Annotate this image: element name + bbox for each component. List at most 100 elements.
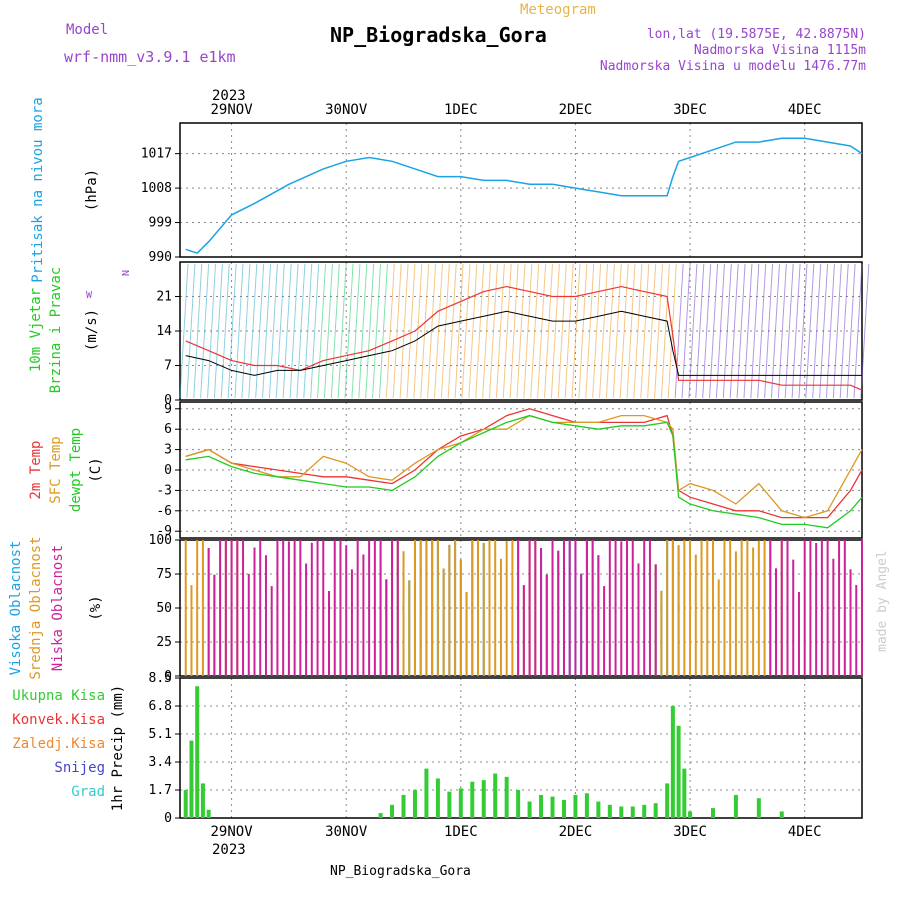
precip-bar-21 bbox=[561, 799, 566, 818]
cloud-ylabel-unit: (%) bbox=[88, 595, 104, 620]
precip-bar-27 bbox=[630, 806, 635, 818]
wind-barb bbox=[385, 263, 395, 399]
panels-group: 99099910081017071421-9-6-303690255075100… bbox=[8, 97, 870, 840]
wind-barb bbox=[633, 263, 643, 399]
wind-barb bbox=[447, 263, 457, 399]
wind-barb bbox=[433, 263, 443, 399]
precipitation-ytick-label-3: 5.1 bbox=[149, 727, 172, 742]
x-label-top-5: 4DEC bbox=[788, 102, 822, 118]
compass-w: W bbox=[86, 290, 93, 301]
pressure-ytick-label-1: 999 bbox=[149, 216, 172, 231]
precip-bar-35 bbox=[710, 808, 715, 818]
precip-bar-1 bbox=[189, 740, 194, 818]
wind-ytick-label-0: 0 bbox=[164, 393, 172, 408]
wind-barb bbox=[282, 263, 292, 399]
pressure-line bbox=[185, 137, 863, 255]
precipitation-ytick-label-5: 8.5 bbox=[149, 671, 172, 686]
wind-barb bbox=[660, 263, 670, 399]
wind-barb bbox=[323, 263, 333, 399]
wind-barb bbox=[179, 263, 189, 399]
wind-barb bbox=[509, 263, 519, 399]
pressure-ytick-label-2: 1008 bbox=[141, 181, 172, 196]
wind-barb bbox=[722, 263, 732, 399]
precip-bar-12 bbox=[458, 788, 463, 818]
wind-barb bbox=[372, 263, 382, 399]
wind-barb bbox=[619, 263, 629, 399]
precip-ylabel: 1hr Precip (mm) bbox=[110, 685, 126, 811]
wind-panel-frame bbox=[179, 261, 863, 401]
x-label-top-1: 30NOV bbox=[325, 102, 368, 118]
wind-barb bbox=[296, 263, 306, 399]
wind-barb bbox=[220, 263, 230, 399]
cloud-ytick-label-0: 0 bbox=[164, 669, 172, 684]
wind-barb bbox=[310, 263, 320, 399]
footer-title: NP_Biogradska_Gora bbox=[330, 864, 471, 879]
precip-bar-6 bbox=[390, 804, 395, 818]
wind-barb bbox=[592, 263, 602, 399]
wind-barb bbox=[488, 263, 498, 399]
wind-barb bbox=[757, 263, 767, 399]
precip-bar-33 bbox=[682, 768, 687, 818]
precip-bar-15 bbox=[493, 773, 498, 818]
wind-barb bbox=[330, 263, 340, 399]
precip-legend-4: Grad bbox=[71, 784, 105, 800]
temperature-ytick-label-4: 3 bbox=[164, 443, 172, 458]
wind-barb bbox=[819, 263, 829, 399]
cloud-ytick-label-1: 25 bbox=[156, 635, 172, 650]
wind-barb bbox=[654, 263, 664, 399]
cloud-ylabel-mid: Srednja Oblacnost bbox=[28, 536, 44, 679]
wind-barb bbox=[770, 263, 780, 399]
temperature-ytick-label-5: 6 bbox=[164, 422, 172, 437]
precip-bar-8 bbox=[412, 790, 417, 818]
precip-bar-2 bbox=[195, 686, 200, 818]
year-bottom: 2023 bbox=[212, 842, 246, 858]
wind-barb bbox=[550, 263, 560, 399]
wind-barb bbox=[626, 263, 636, 399]
precip-bar-5 bbox=[378, 813, 383, 818]
wind-barb bbox=[812, 263, 822, 399]
precipitation-panel-frame bbox=[179, 677, 863, 819]
precip-bar-10 bbox=[435, 778, 440, 818]
temp-ylabel-sfc: SFC Temp bbox=[48, 436, 64, 503]
wind-barb bbox=[268, 263, 278, 399]
precip-bar-20 bbox=[550, 796, 555, 818]
precip-bar-7 bbox=[401, 794, 406, 818]
model-altitude-label: Nadmorska Visina u modelu 1476.77m bbox=[600, 59, 866, 74]
precip-bar-17 bbox=[516, 790, 521, 818]
wind-barb bbox=[502, 263, 512, 399]
precip-bar-3 bbox=[200, 783, 205, 818]
cloud-ytick-label-3: 75 bbox=[156, 567, 172, 582]
wind-speed-line bbox=[185, 310, 862, 376]
precip-bar-19 bbox=[539, 794, 544, 818]
wind-barb bbox=[564, 263, 574, 399]
x-label-bottom-5: 4DEC bbox=[788, 824, 822, 840]
wind-barb bbox=[289, 263, 299, 399]
temp-ylabel-2m: 2m Temp bbox=[28, 440, 44, 499]
wind-barb bbox=[612, 263, 622, 399]
wind-barb bbox=[248, 263, 258, 399]
wind-barb bbox=[599, 263, 609, 399]
precipitation-ytick-label-4: 6.8 bbox=[149, 699, 172, 714]
altitude-label: Nadmorska Visina 1115m bbox=[694, 43, 866, 58]
wind-barb bbox=[193, 263, 203, 399]
wind-barb bbox=[585, 263, 595, 399]
compass-n: N bbox=[119, 270, 130, 276]
temp-ylabel-unit: (C) bbox=[88, 457, 104, 482]
lonlat-label: lon,lat (19.5875E, 42.8875N) bbox=[647, 27, 866, 42]
wind-barb bbox=[378, 263, 388, 399]
x-label-top-3: 2DEC bbox=[559, 102, 593, 118]
precip-bar-31 bbox=[670, 706, 675, 818]
precip-bar-32 bbox=[676, 725, 681, 818]
pressure-ytick-label-3: 1017 bbox=[141, 147, 172, 162]
wind-barb bbox=[399, 263, 409, 399]
x-label-top-4: 3DEC bbox=[673, 102, 707, 118]
temp-series-2 bbox=[185, 414, 863, 529]
x-label-top-0: 29NOV bbox=[211, 102, 254, 118]
precip-bar-37 bbox=[756, 798, 761, 818]
year-top: 2023 bbox=[212, 88, 246, 104]
wind-barb bbox=[344, 263, 354, 399]
wind-ytick-label-3: 21 bbox=[156, 290, 172, 305]
wind-barb bbox=[647, 263, 657, 399]
